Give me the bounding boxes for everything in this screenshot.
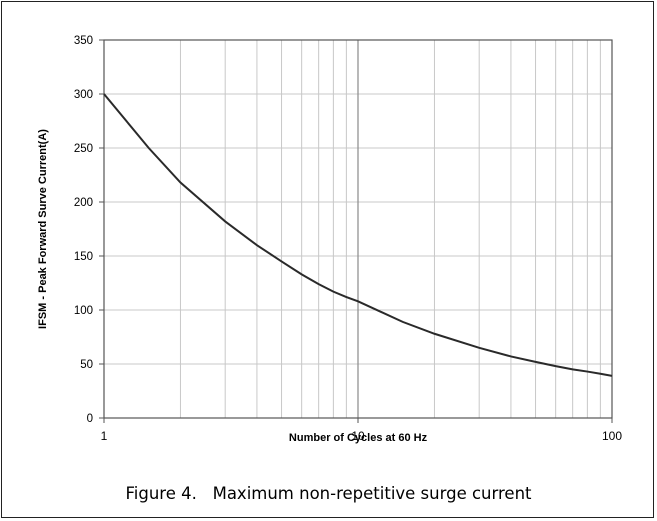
- y-tick-label: 150: [74, 251, 93, 263]
- x-tick-label: 100: [602, 429, 622, 443]
- y-axis-ticks: 0 50 100 150 200 250 300 350: [74, 35, 104, 425]
- x-axis-ticks: 1 10 100: [101, 418, 622, 443]
- y-tick-label: 100: [74, 305, 93, 317]
- y-tick-label: 250: [74, 143, 93, 155]
- y-tick-label: 50: [80, 359, 93, 371]
- y-tick-label: 200: [74, 197, 93, 209]
- y-tick-label: 350: [74, 35, 93, 47]
- series-line: [103, 93, 613, 377]
- x-tick-label: 1: [101, 429, 108, 443]
- grid-lines: [104, 40, 612, 418]
- x-tick-label: 10: [351, 429, 365, 443]
- figure-caption: Figure 4. Maximum non-repetitive surge c…: [125, 484, 532, 503]
- y-axis-label: IFSM - Peak Forward Surve Current(A): [37, 129, 49, 329]
- y-tick-label: 300: [74, 89, 93, 101]
- surge-current-chart: 0 50 100 150 200 250 300 350 1 10 100 Number of C…: [37, 35, 622, 444]
- x-axis-label: Number of Cycles at 60 Hz: [289, 432, 428, 444]
- y-tick-label: 0: [87, 413, 93, 425]
